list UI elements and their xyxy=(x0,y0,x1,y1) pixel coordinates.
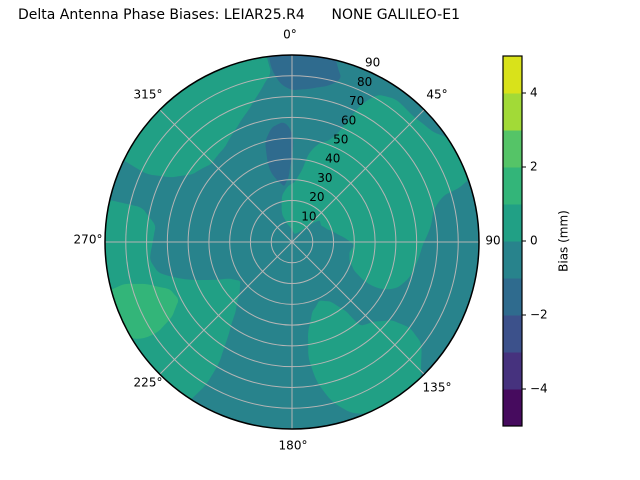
r-tick-label-70: 70 xyxy=(349,94,364,108)
colorbar-band-0 xyxy=(503,389,522,427)
colorbar-band-9 xyxy=(503,56,522,94)
polar-spine xyxy=(104,54,480,430)
colorbar-band-4 xyxy=(503,241,522,279)
grid-spoke-315 xyxy=(159,109,293,243)
r-tick-label-60: 60 xyxy=(341,113,356,127)
r-tick-label-30: 30 xyxy=(317,171,332,185)
grid-spoke-135 xyxy=(291,241,425,375)
colorbar-tick-label--4: −4 xyxy=(530,382,548,396)
colorbar-band-6 xyxy=(503,167,522,205)
colorbar-tick-label-0: 0 xyxy=(530,234,538,248)
colorbar-band-1 xyxy=(503,352,522,390)
theta-tick-label-3: 135° xyxy=(423,381,452,395)
contour-region-lightgreen-lower-left xyxy=(108,283,179,339)
theta-tick-label-1: 45° xyxy=(426,88,447,102)
colorbar-tick-label-2: 2 xyxy=(530,160,538,174)
colorbar-tick-label-4: 4 xyxy=(530,86,538,100)
theta-tick-label-0: 0° xyxy=(283,28,297,42)
r-tick-label-10: 10 xyxy=(301,209,316,223)
polar-grid xyxy=(105,55,479,429)
figure-title: Delta Antenna Phase Biases: LEIAR25.R4 N… xyxy=(18,7,460,23)
contour-region-darkblue-top xyxy=(269,55,341,90)
r-tick-label-40: 40 xyxy=(325,152,340,166)
r-tick-label-90: 90 xyxy=(365,56,380,70)
grid-spoke-225 xyxy=(159,241,293,375)
theta-tick-label-4: 180° xyxy=(279,439,308,453)
r-tick-label-80: 80 xyxy=(357,75,372,89)
colorbar-axis-label: Bias (mm) xyxy=(557,210,571,272)
colorbar-band-7 xyxy=(503,130,522,168)
colorbar-band-8 xyxy=(503,93,522,131)
r-tick-label-50: 50 xyxy=(333,133,348,147)
colorbar-band-2 xyxy=(503,315,522,353)
contour-region-green-center-right xyxy=(281,95,471,290)
colorbar: 4 2 0 −2 −4 Bias (mm) xyxy=(502,55,571,427)
contour-region-green-bottom-right xyxy=(308,300,422,414)
grid-spoke-45 xyxy=(291,109,425,243)
colorbar-band-5 xyxy=(503,204,522,242)
r-tick-label-20: 20 xyxy=(309,190,324,204)
theta-tick-label-5: 225° xyxy=(134,376,163,390)
theta-tick-label-2: 90 xyxy=(485,234,500,248)
colorbar-band-3 xyxy=(503,278,522,316)
colorbar-tick-label--2: −2 xyxy=(530,308,548,322)
theta-tick-label-7: 315° xyxy=(134,88,163,102)
theta-tick-label-6: 270° xyxy=(74,233,103,247)
contour-region-green-upper-left xyxy=(122,55,271,178)
